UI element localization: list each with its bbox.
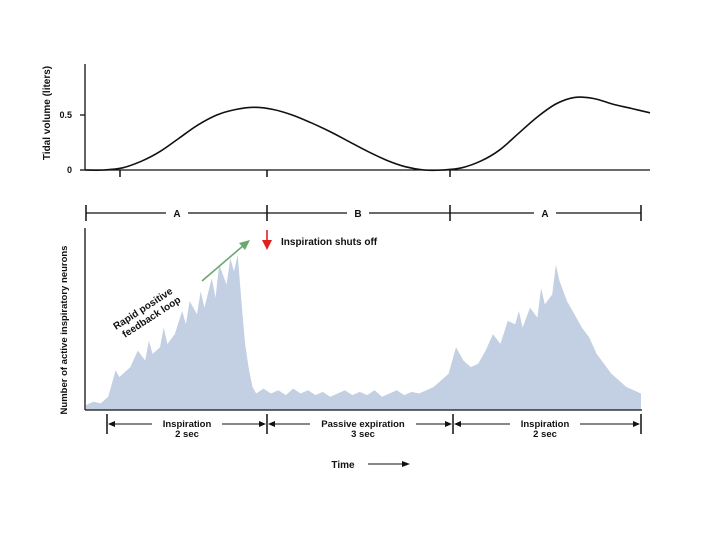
y-tick-label-0: 0 — [67, 165, 72, 175]
phase-label-a-first: A — [173, 209, 180, 220]
neuron-y-label: Number of active inspiratory neurons — [59, 246, 70, 415]
time-label-group: Time — [331, 460, 410, 471]
phase-label-a-second: A — [541, 209, 548, 220]
phase-label-bg — [347, 206, 369, 220]
phase-arrowhead — [633, 421, 640, 427]
shutoff-annotation: Inspiration shuts off — [262, 230, 378, 250]
neuron-activity-area — [86, 254, 641, 410]
phase-arrowhead — [259, 421, 266, 427]
tidal-volume-y-label: Tidal volume (liters) — [42, 66, 53, 160]
phase-arrowhead — [108, 421, 115, 427]
phase-label-bg — [166, 206, 188, 220]
phase-expiration-duration: 3 sec — [351, 429, 375, 440]
phase-arrowhead — [445, 421, 452, 427]
y-tick-label-0.5: 0.5 — [59, 110, 72, 120]
phase-bar-top: A B A — [85, 205, 642, 221]
phase-label-bg — [534, 206, 556, 220]
shutoff-text: Inspiration shuts off — [281, 237, 378, 248]
tidal-volume-line — [84, 96, 651, 172]
phase-inspiration-1-duration: 2 sec — [175, 429, 199, 440]
shutoff-arrow-head — [262, 240, 272, 250]
time-label: Time — [331, 460, 355, 471]
feedback-arrow-shaft — [201, 244, 245, 282]
phase-arrowhead — [268, 421, 275, 427]
phase-label-b: B — [354, 209, 361, 220]
feedback-arrow-head — [239, 240, 250, 250]
phase-inspiration-2-label: Inspiration — [521, 419, 570, 430]
tidal-volume-chart: Tidal volume (liters) 0.5 0 — [42, 64, 651, 177]
phase-inspiration-2-duration: 2 sec — [533, 429, 557, 440]
phase-inspiration-1-label: Inspiration — [163, 419, 212, 430]
phase-expiration-label: Passive expiration — [321, 419, 405, 430]
neuron-activity-chart: Number of active inspiratory neurons A B… — [59, 205, 642, 471]
time-arrow-head — [402, 461, 410, 467]
phase-arrowhead — [454, 421, 461, 427]
phase-bar-bottom: Inspiration 2 sec Passive expiration 3 s… — [106, 414, 642, 440]
